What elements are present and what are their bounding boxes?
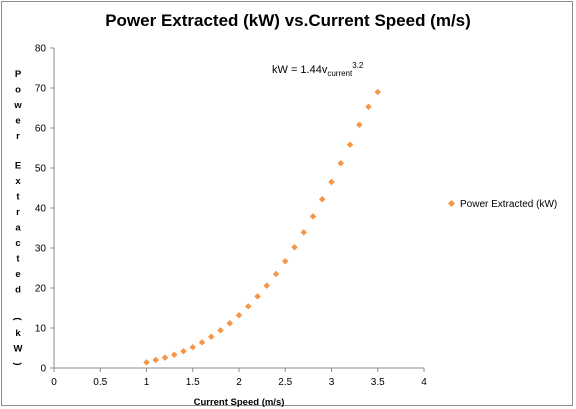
y-tick-label: 50 [35, 164, 47, 175]
data-point [235, 311, 243, 319]
y-tick-label: 40 [35, 204, 47, 215]
data-point [198, 339, 206, 346]
data-point [309, 213, 317, 220]
equation-subscript: current [327, 69, 353, 78]
y-axis-label-char: ) [12, 362, 23, 365]
data-point [226, 319, 234, 327]
y-tick-label: 70 [35, 84, 47, 95]
data-point [374, 88, 382, 96]
data-point [272, 270, 280, 278]
y-axis-label-char: x [15, 176, 21, 187]
x-tick-label: 0.5 [93, 377, 107, 388]
data-point [143, 359, 150, 366]
data-point [300, 229, 308, 236]
y-tick-label: 20 [35, 284, 47, 295]
y-tick-label: 0 [40, 364, 46, 375]
y-axis-label-char: t [16, 254, 20, 265]
data-point [152, 356, 160, 364]
y-axis-label-char: W [14, 344, 23, 355]
data-point [318, 195, 326, 203]
y-axis-label-char: e [15, 269, 20, 280]
data-point [254, 293, 261, 300]
data-point [346, 141, 354, 149]
data-point [207, 333, 215, 341]
data-point [355, 121, 363, 129]
equation-annotation: kW = 1.44vcurrent3.2 [272, 61, 364, 78]
y-axis-label-char: ( [12, 317, 23, 321]
x-tick-label: 1.5 [186, 377, 200, 388]
y-axis-label-char: e [15, 116, 20, 127]
legend-label: Power Extracted (kW) [460, 199, 557, 210]
y-axis-label-char: E [15, 161, 21, 172]
data-point [161, 354, 169, 361]
legend: Power Extracted (kW) [447, 199, 557, 210]
y-tick-label: 10 [35, 324, 47, 335]
y-axis-label-char: r [16, 207, 20, 218]
y-axis-label-char: w [13, 100, 22, 111]
y-axis-label-char: r [16, 131, 20, 142]
data-point [291, 243, 298, 251]
y-tick-label: 80 [35, 44, 47, 55]
legend-marker [447, 199, 456, 208]
y-axis-label-char: a [15, 223, 21, 234]
x-axis-ticks: 0 0.5 1 1.5 2 2.5 3 3.5 4 [51, 368, 427, 388]
data-point [217, 327, 224, 334]
equation-prefix: kW = 1.44v [272, 64, 328, 76]
x-tick-label: 1 [144, 377, 150, 388]
data-point [328, 178, 335, 186]
data-point [180, 347, 187, 355]
y-axis-label-char: c [15, 238, 20, 249]
y-axis-label-char: d [15, 285, 21, 296]
x-tick-label: 4 [421, 377, 427, 388]
x-tick-label: 0 [51, 377, 57, 388]
data-points [143, 88, 382, 366]
y-tick-label: 30 [35, 244, 47, 255]
data-point [263, 282, 271, 289]
y-axis-label-char: k [15, 328, 21, 339]
x-tick-label: 3.5 [371, 377, 385, 388]
x-tick-label: 2.5 [278, 377, 292, 388]
data-point [170, 351, 178, 359]
data-point [337, 159, 345, 167]
y-axis-label-char: t [16, 192, 20, 203]
chart-title: Power Extracted (kW) vs.Current Speed (m… [105, 11, 471, 30]
data-point [365, 103, 372, 111]
y-axis-ticks: 0 10 20 30 40 50 60 70 80 [35, 44, 54, 375]
data-point [281, 257, 289, 265]
x-tick-label: 3 [329, 377, 335, 388]
x-tick-label: 2 [236, 377, 242, 388]
y-axis-label-char: P [15, 69, 22, 80]
y-axis-label-char: o [15, 85, 21, 96]
data-point [189, 343, 197, 351]
x-axis-label: Current Speed (m/s) [194, 397, 285, 408]
equation-superscript: 3.2 [352, 61, 364, 70]
data-point [244, 303, 252, 310]
y-tick-label: 60 [35, 124, 47, 135]
